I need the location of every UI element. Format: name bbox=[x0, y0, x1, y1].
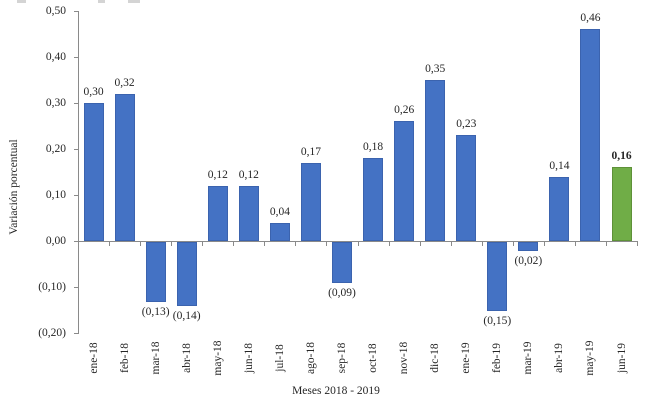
bar-feb-18 bbox=[115, 94, 135, 241]
bar-feb-19 bbox=[487, 242, 507, 311]
x-tick-label: oct-18 bbox=[367, 343, 380, 373]
bar-ene-18 bbox=[84, 103, 104, 241]
bar-value-label: (0,13) bbox=[141, 306, 170, 318]
bar-jun-18 bbox=[239, 186, 259, 241]
x-tick-mark bbox=[326, 242, 327, 246]
x-tick-mark bbox=[513, 242, 514, 246]
y-tick-mark bbox=[74, 149, 78, 150]
bar-dic-18 bbox=[425, 80, 445, 241]
bar-abr-19 bbox=[549, 177, 569, 241]
y-tick-label: 0,00 bbox=[45, 235, 66, 247]
x-tick-label: may-18 bbox=[211, 340, 224, 376]
x-tick-mark bbox=[233, 242, 234, 246]
x-tick-label: feb-19 bbox=[491, 342, 504, 374]
bar-value-label: 0,04 bbox=[269, 206, 290, 218]
bar-mar-18 bbox=[146, 242, 166, 302]
bar-value-label: 0,26 bbox=[394, 104, 415, 116]
x-tick-mark bbox=[637, 242, 638, 246]
bar-value-label: 0,30 bbox=[83, 86, 104, 98]
x-tick-label: feb-18 bbox=[118, 342, 131, 374]
y-tick-mark bbox=[74, 287, 78, 288]
bar-value-label: (0,15) bbox=[483, 315, 512, 327]
bar-value-label: 0,32 bbox=[114, 77, 135, 89]
x-tick-mark bbox=[606, 242, 607, 246]
x-tick-label: nov-18 bbox=[398, 341, 411, 375]
y-tick-label: 0,10 bbox=[45, 189, 66, 201]
bar-oct-18 bbox=[363, 158, 383, 241]
x-tick-mark bbox=[171, 242, 172, 246]
x-axis-title: Meses 2018 - 2019 bbox=[292, 385, 380, 397]
y-axis-title: Variación porcentual bbox=[8, 139, 20, 235]
bar-mar-19 bbox=[518, 242, 538, 251]
bar-value-label: 0,14 bbox=[549, 160, 570, 172]
bar-value-label: 0,12 bbox=[207, 169, 228, 181]
y-tick-label: 0,20 bbox=[45, 143, 66, 155]
bar-jun-19 bbox=[612, 167, 632, 241]
x-tick-mark bbox=[264, 242, 265, 246]
bar-value-label: 0,16 bbox=[611, 150, 632, 162]
bar-value-label: 0,18 bbox=[363, 141, 384, 153]
bar-value-label: 0,12 bbox=[238, 169, 259, 181]
y-tick-mark bbox=[74, 241, 78, 242]
x-tick-label: sep-18 bbox=[336, 342, 348, 374]
x-tick-mark bbox=[295, 242, 296, 246]
x-tick-label: may-19 bbox=[584, 340, 597, 376]
x-axis-line bbox=[78, 241, 638, 242]
x-tick-mark bbox=[482, 242, 483, 246]
cropped-caption-artifact bbox=[98, 0, 105, 3]
y-axis-line bbox=[78, 11, 79, 334]
bar-nov-18 bbox=[394, 121, 414, 241]
bar-may-19 bbox=[580, 29, 600, 241]
x-tick-label: ene-18 bbox=[87, 342, 100, 374]
x-tick-label: abr-18 bbox=[180, 343, 193, 373]
x-tick-label: ene-19 bbox=[460, 342, 473, 374]
y-tick-mark bbox=[74, 11, 78, 12]
x-tick-mark bbox=[78, 242, 79, 246]
y-tick-mark bbox=[74, 103, 78, 104]
bar-value-label: (0,09) bbox=[328, 287, 356, 299]
bar-ene-19 bbox=[456, 135, 476, 241]
bar-value-label: (0,14) bbox=[172, 310, 201, 322]
x-tick-label: ago-18 bbox=[304, 342, 317, 374]
y-tick-mark bbox=[74, 57, 78, 58]
bar-value-label: (0,02) bbox=[514, 255, 543, 267]
bar-ago-18 bbox=[301, 163, 321, 241]
x-tick-label: jun-19 bbox=[615, 342, 628, 374]
y-tick-mark bbox=[74, 333, 78, 334]
x-tick-mark bbox=[544, 242, 545, 246]
cropped-caption-artifact bbox=[128, 0, 140, 3]
x-tick-mark bbox=[109, 242, 110, 246]
y-tick-label: 0,30 bbox=[45, 97, 66, 109]
y-tick-label: (0,10) bbox=[38, 281, 66, 293]
x-tick-mark bbox=[140, 242, 141, 246]
cropped-caption-artifact bbox=[17, 0, 26, 3]
x-tick-mark bbox=[358, 242, 359, 246]
bar-value-label: 0,35 bbox=[425, 63, 446, 75]
x-tick-mark bbox=[202, 242, 203, 246]
y-tick-label: 0,40 bbox=[45, 51, 66, 63]
bar-abr-18 bbox=[177, 242, 197, 306]
bar-jul-18 bbox=[270, 223, 290, 241]
bar-value-label: 0,46 bbox=[580, 12, 601, 24]
x-tick-label: jul-18 bbox=[273, 344, 286, 372]
bar-value-label: 0,23 bbox=[456, 118, 477, 130]
x-tick-label: dic-18 bbox=[429, 343, 442, 373]
bar-value-label: 0,17 bbox=[300, 146, 321, 158]
x-tick-label: abr-19 bbox=[553, 343, 566, 373]
y-tick-label: (0,20) bbox=[38, 327, 66, 339]
bar-may-18 bbox=[208, 186, 228, 241]
x-tick-label: mar-18 bbox=[149, 341, 162, 375]
y-tick-mark bbox=[74, 195, 78, 196]
x-tick-mark bbox=[575, 242, 576, 246]
x-tick-label: jun-18 bbox=[242, 342, 255, 374]
x-tick-mark bbox=[389, 242, 390, 246]
x-tick-label: mar-19 bbox=[522, 341, 535, 375]
x-tick-mark bbox=[451, 242, 452, 246]
x-tick-mark bbox=[420, 242, 421, 246]
y-tick-label: 0,50 bbox=[45, 5, 66, 17]
bar-sep-18 bbox=[332, 242, 352, 283]
